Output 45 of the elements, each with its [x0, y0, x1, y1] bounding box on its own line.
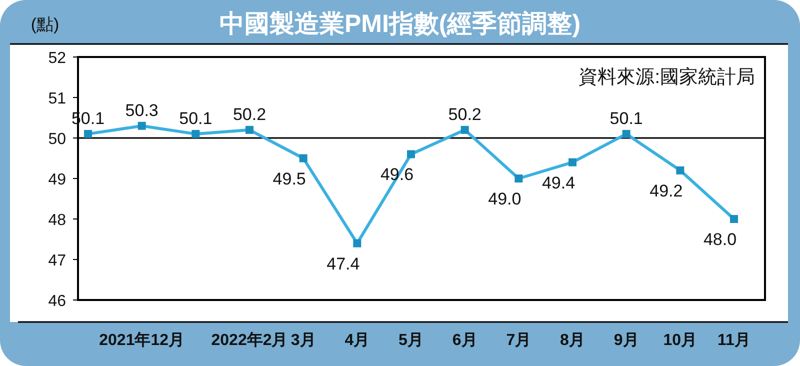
point	[568, 158, 576, 166]
y-axis-title: (點)	[30, 15, 60, 34]
data-label: 50.1	[179, 108, 212, 128]
data-label: 48.0	[703, 230, 737, 249]
data-label: 50.2	[232, 104, 266, 124]
data-label: 47.4	[326, 254, 360, 274]
x-tick-label: 7月	[506, 332, 532, 349]
point	[192, 130, 200, 138]
point	[622, 130, 630, 138]
point	[138, 122, 146, 130]
point	[407, 150, 415, 158]
y-tick-label: 47	[48, 252, 66, 270]
y-tick-label: 51	[48, 90, 66, 108]
point	[460, 126, 469, 134]
data-label: 50.1	[610, 108, 643, 128]
y-tick-label: 52	[48, 50, 66, 67]
data-label: 49.5	[272, 169, 306, 188]
x-tick-label: 8月	[560, 332, 585, 349]
data-label: 50.3	[125, 100, 158, 120]
data-label: 49.0	[488, 190, 522, 208]
data-label: 49.4	[542, 173, 576, 192]
point	[246, 126, 254, 134]
point	[353, 239, 362, 248]
y-tick-label: 49	[48, 172, 66, 188]
x-tick-label: 6月	[452, 332, 478, 349]
annotation: 資料來源:國家統計局	[578, 66, 755, 88]
x-tick-label: 2021年12月	[99, 331, 185, 349]
x-tick-label: 3月	[290, 332, 316, 349]
x-tick-label: 10月	[663, 332, 698, 349]
x-tick-label: 9月	[614, 332, 639, 349]
point	[514, 174, 523, 182]
y-tick-label: 48	[48, 212, 66, 229]
point	[84, 130, 92, 138]
chart-title: 中國製造業PMI指數(經季節調整)	[219, 10, 581, 38]
y-tick-label: 50	[48, 131, 66, 148]
x-tick-label: 2022年2月	[211, 331, 288, 349]
x-tick-label: 5月	[398, 332, 424, 349]
point	[299, 154, 308, 162]
data-label: 49.2	[650, 181, 683, 200]
point	[730, 215, 738, 223]
point	[676, 166, 684, 174]
x-tick-label: 11月	[718, 332, 750, 349]
x-tick-label: 4月	[344, 332, 370, 349]
y-tick-label: 46	[48, 293, 66, 310]
data-label: 50.2	[448, 104, 482, 124]
